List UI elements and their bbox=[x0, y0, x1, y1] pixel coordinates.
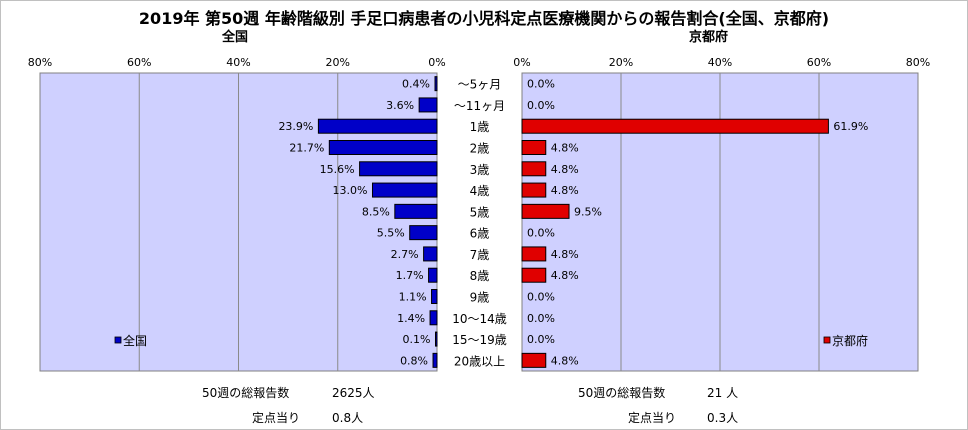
kyoto-value-label: 0.0% bbox=[527, 99, 555, 112]
kyoto-value-label: 0.0% bbox=[527, 78, 555, 91]
national-per-site-value: 0.8人 bbox=[332, 411, 364, 425]
national-value-label: 8.5% bbox=[362, 205, 390, 218]
kyoto-bar bbox=[521, 352, 547, 368]
right-x-tick-label: 0% bbox=[513, 56, 530, 69]
age-category-label: 4歳 bbox=[470, 184, 490, 198]
chart-title: 2019年 第50週 年齢階級別 手足口病患者の小児科定点医療機関からの報告割合… bbox=[138, 9, 830, 28]
national-bar bbox=[431, 289, 438, 304]
national-bar bbox=[428, 267, 438, 283]
age-category-label: 8歳 bbox=[470, 269, 490, 283]
national-bar bbox=[359, 161, 438, 177]
national-legend-label: 全国 bbox=[123, 333, 147, 348]
left-x-tick-label: 20% bbox=[326, 56, 350, 69]
kyoto-value-label: 4.8% bbox=[551, 269, 579, 282]
kyoto-legend-swatch bbox=[823, 336, 831, 344]
left-x-tick-label: 80% bbox=[28, 56, 52, 69]
left-x-tick-label: 60% bbox=[127, 56, 151, 69]
age-category-label: ～11ヶ月 bbox=[454, 99, 505, 113]
age-category-label: 10～14歳 bbox=[452, 312, 507, 326]
national-total-value: 2625人 bbox=[332, 386, 375, 400]
kyoto-legend-label: 京都府 bbox=[832, 333, 868, 348]
kyoto-bar bbox=[521, 203, 570, 219]
national-value-label: 0.8% bbox=[400, 354, 428, 367]
kyoto-value-label: 4.8% bbox=[551, 184, 579, 197]
age-category-label: 6歳 bbox=[470, 227, 490, 241]
right-x-tick-label: 60% bbox=[807, 56, 831, 69]
left-x-tick-label: 0% bbox=[428, 56, 445, 69]
age-category-label: 15～19歳 bbox=[452, 333, 507, 347]
national-bar bbox=[434, 76, 438, 92]
kyoto-value-label: 0.0% bbox=[527, 312, 555, 325]
national-bar bbox=[432, 352, 438, 368]
right-x-tick-label: 20% bbox=[609, 56, 633, 69]
kyoto-value-label: 9.5% bbox=[574, 205, 602, 218]
national-value-label: 1.1% bbox=[399, 291, 427, 304]
kyoto-value-label: 4.8% bbox=[551, 142, 579, 155]
age-category-label: 9歳 bbox=[470, 291, 490, 305]
kyoto-value-label: 4.8% bbox=[551, 248, 579, 261]
national-bar bbox=[394, 203, 438, 219]
national-bar bbox=[317, 118, 438, 134]
national-bar bbox=[435, 331, 438, 347]
national-bar bbox=[409, 225, 438, 241]
kyoto-value-label: 61.9% bbox=[833, 120, 868, 133]
national-value-label: 15.6% bbox=[320, 163, 355, 176]
kyoto-per-site-value: 0.3人 bbox=[707, 411, 739, 425]
age-category-label: ～5ヶ月 bbox=[458, 78, 502, 92]
national-value-label: 2.7% bbox=[391, 248, 419, 261]
kyoto-value-label: 0.0% bbox=[527, 291, 555, 304]
kyoto-value-label: 4.8% bbox=[551, 354, 579, 367]
national-total-label: 50週の総報告数 bbox=[202, 386, 290, 400]
national-value-label: 13.0% bbox=[333, 184, 368, 197]
age-category-label: 2歳 bbox=[470, 142, 490, 156]
age-category-label: 3歳 bbox=[470, 163, 490, 177]
age-category-label: 7歳 bbox=[470, 248, 490, 262]
age-category-label: 1歳 bbox=[470, 120, 490, 134]
kyoto-bar bbox=[521, 246, 547, 262]
kyoto-bar bbox=[521, 182, 547, 198]
national-legend-swatch bbox=[114, 336, 122, 344]
age-category-label: 20歳以上 bbox=[454, 354, 505, 368]
left-panel-label: 全国 bbox=[222, 30, 249, 45]
kyoto-bar bbox=[521, 161, 547, 177]
kyoto-bar bbox=[521, 118, 829, 134]
right-x-tick-label: 40% bbox=[708, 56, 732, 69]
kyoto-bar bbox=[521, 140, 547, 155]
kyoto-value-label: 4.8% bbox=[551, 163, 579, 176]
kyoto-value-label: 0.0% bbox=[527, 333, 555, 346]
kyoto-bar bbox=[521, 267, 547, 283]
national-value-label: 1.7% bbox=[396, 269, 424, 282]
kyoto-per-site-label: 定点当り bbox=[628, 411, 677, 425]
kyoto-value-label: 0.0% bbox=[527, 227, 555, 240]
national-per-site-label: 定点当り bbox=[252, 411, 301, 425]
national-value-label: 0.1% bbox=[403, 333, 431, 346]
national-value-label: 1.4% bbox=[397, 312, 425, 325]
national-bar bbox=[429, 310, 438, 326]
right-panel-label: 京都府 bbox=[689, 30, 729, 45]
national-value-label: 3.6% bbox=[386, 99, 414, 112]
national-value-label: 0.4% bbox=[402, 78, 430, 91]
national-value-label: 23.9% bbox=[278, 120, 313, 133]
national-value-label: 5.5% bbox=[377, 227, 405, 240]
national-value-label: 21.7% bbox=[289, 142, 324, 155]
national-bar bbox=[418, 97, 438, 113]
national-bar bbox=[423, 246, 438, 262]
national-bar bbox=[371, 182, 438, 198]
right-x-tick-label: 80% bbox=[906, 56, 930, 69]
age-category-label: 5歳 bbox=[470, 205, 490, 219]
national-bar bbox=[328, 140, 438, 155]
kyoto-total-label: 50週の総報告数 bbox=[578, 386, 666, 400]
left-x-tick-label: 40% bbox=[226, 56, 250, 69]
kyoto-total-value: 21 人 bbox=[707, 386, 739, 400]
